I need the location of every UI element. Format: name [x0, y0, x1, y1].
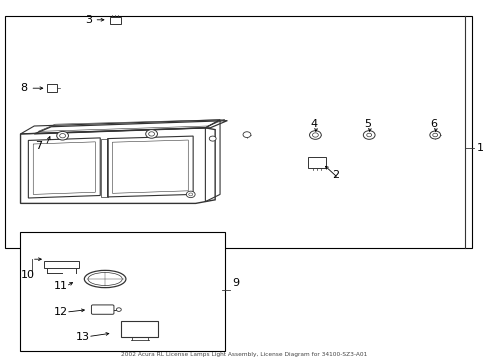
Bar — [20, 232, 224, 351]
Circle shape — [429, 131, 440, 139]
FancyBboxPatch shape — [47, 84, 57, 92]
Circle shape — [309, 131, 321, 139]
Text: 9: 9 — [232, 278, 239, 288]
Text: 3: 3 — [85, 15, 92, 25]
FancyBboxPatch shape — [91, 305, 114, 314]
Circle shape — [60, 134, 65, 138]
Text: 6: 6 — [429, 119, 436, 129]
Circle shape — [312, 133, 318, 137]
Text: 1: 1 — [476, 143, 483, 153]
Text: 11: 11 — [54, 281, 68, 291]
Text: 8: 8 — [20, 83, 28, 93]
Circle shape — [116, 308, 121, 311]
Circle shape — [186, 191, 195, 198]
Circle shape — [57, 131, 68, 140]
Text: 2002 Acura RL License Lamps Light Assembly, License Diagram for 34100-SZ3-A01: 2002 Acura RL License Lamps Light Assemb… — [121, 352, 367, 357]
Text: 12: 12 — [54, 307, 68, 317]
Text: 10: 10 — [20, 270, 35, 280]
Text: 13: 13 — [76, 332, 90, 342]
Circle shape — [148, 132, 154, 136]
Circle shape — [363, 131, 374, 139]
Bar — [5, 16, 471, 248]
FancyBboxPatch shape — [44, 261, 79, 268]
Text: 2: 2 — [332, 170, 339, 180]
Circle shape — [432, 133, 437, 137]
Text: 5: 5 — [364, 119, 370, 129]
Circle shape — [188, 193, 192, 196]
FancyBboxPatch shape — [121, 321, 158, 337]
Text: 4: 4 — [310, 119, 317, 129]
Circle shape — [209, 136, 216, 141]
Text: 7: 7 — [35, 141, 42, 151]
Circle shape — [366, 133, 371, 137]
FancyBboxPatch shape — [109, 17, 121, 24]
FancyBboxPatch shape — [307, 157, 325, 168]
Circle shape — [145, 130, 157, 138]
Circle shape — [243, 132, 250, 138]
